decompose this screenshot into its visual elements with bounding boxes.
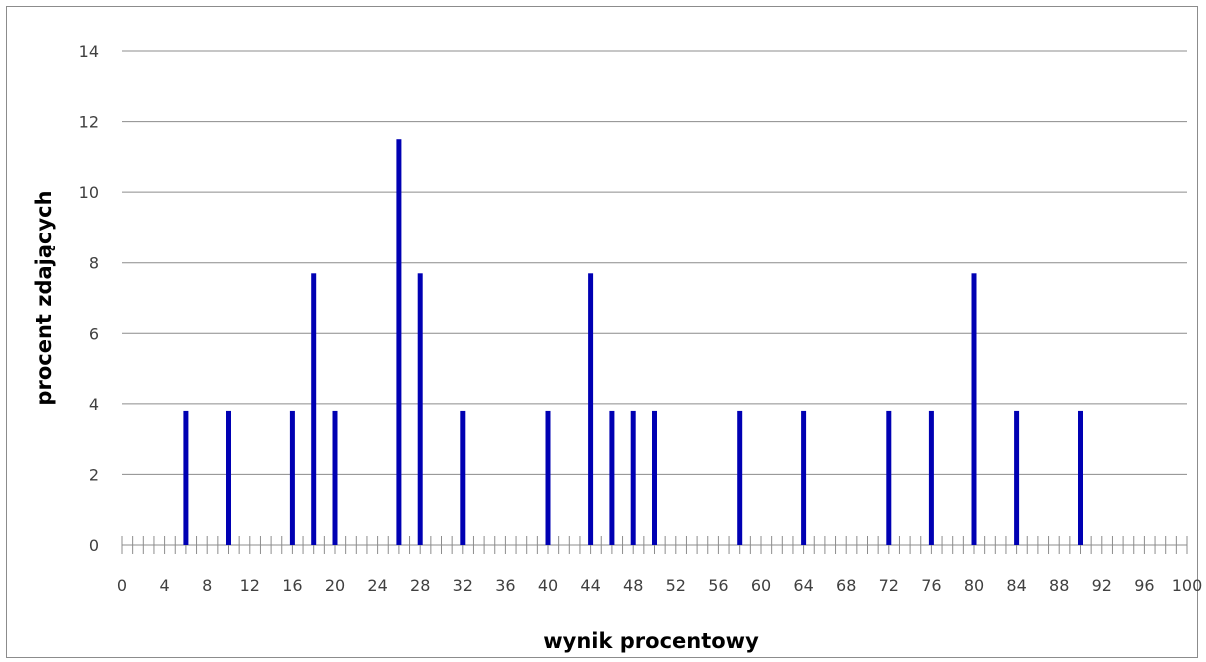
bar <box>226 410 231 545</box>
bar <box>801 410 807 545</box>
y-tick-label: 6 <box>89 324 99 343</box>
x-tick-label: 52 <box>666 576 686 595</box>
y-tick-labels: 0 2 4 6 8 10 12 14 <box>79 42 99 555</box>
x-tick-labels: 0 4 8 12 16 20 24 28 32 36 40 44 48 52 56 60 64 68 72 76 80 8… <box>117 576 1202 595</box>
y-tick-label: 8 <box>89 254 99 273</box>
x-tick-label: 8 <box>202 576 212 595</box>
x-tick-label: 100 <box>1172 576 1203 595</box>
x-tick-label: 80 <box>964 576 984 595</box>
x-tick-label: 64 <box>793 576 813 595</box>
y-tick-label: 2 <box>89 465 99 484</box>
y-tick-label: 10 <box>79 183 99 202</box>
bar <box>332 410 338 545</box>
bars <box>183 139 1083 545</box>
bar <box>971 273 977 545</box>
x-axis-title: wynik procentowy <box>543 629 759 653</box>
x-tick-label: 56 <box>708 576 728 595</box>
x-tick-label: 40 <box>538 576 558 595</box>
x-tick-label: 72 <box>879 576 899 595</box>
x-tick-label: 20 <box>325 576 345 595</box>
x-tick-label: 24 <box>367 576 387 595</box>
bar <box>183 410 189 545</box>
x-tick-label: 12 <box>240 576 260 595</box>
y-axis-title: procent zdających <box>32 190 56 405</box>
bar <box>545 410 551 545</box>
x-tick-label: 48 <box>623 576 643 595</box>
bar <box>588 273 594 545</box>
bar <box>460 410 466 545</box>
y-tick-label: 4 <box>89 395 99 414</box>
bar <box>609 410 615 545</box>
bar <box>630 410 636 545</box>
x-tick-label: 44 <box>580 576 600 595</box>
y-tick-label: 12 <box>79 113 99 132</box>
bar <box>1078 410 1083 545</box>
x-tick-label: 68 <box>836 576 856 595</box>
bar <box>417 273 423 545</box>
x-tick-label: 84 <box>1006 576 1026 595</box>
x-tick-label: 60 <box>751 576 771 595</box>
y-tick-label: 0 <box>89 536 99 555</box>
bar <box>928 410 934 545</box>
bar <box>737 410 743 545</box>
bar <box>1014 410 1020 545</box>
gridlines <box>122 50 1187 546</box>
x-tick-label: 36 <box>495 576 515 595</box>
x-tick-label: 88 <box>1049 576 1069 595</box>
chart-frame <box>6 6 1198 658</box>
bar <box>396 139 402 545</box>
y-tick-label: 14 <box>79 42 99 61</box>
x-tick-label: 16 <box>282 576 302 595</box>
bar <box>652 410 657 545</box>
bar <box>289 410 295 545</box>
bar <box>886 410 892 545</box>
x-tick-label: 32 <box>453 576 473 595</box>
x-tick-label: 0 <box>117 576 127 595</box>
x-tick-label: 4 <box>160 576 170 595</box>
x-tick-label: 92 <box>1092 576 1112 595</box>
x-tick-label: 76 <box>921 576 941 595</box>
x-tick-label: 96 <box>1134 576 1154 595</box>
bar <box>311 273 317 545</box>
x-tick-label: 28 <box>410 576 430 595</box>
